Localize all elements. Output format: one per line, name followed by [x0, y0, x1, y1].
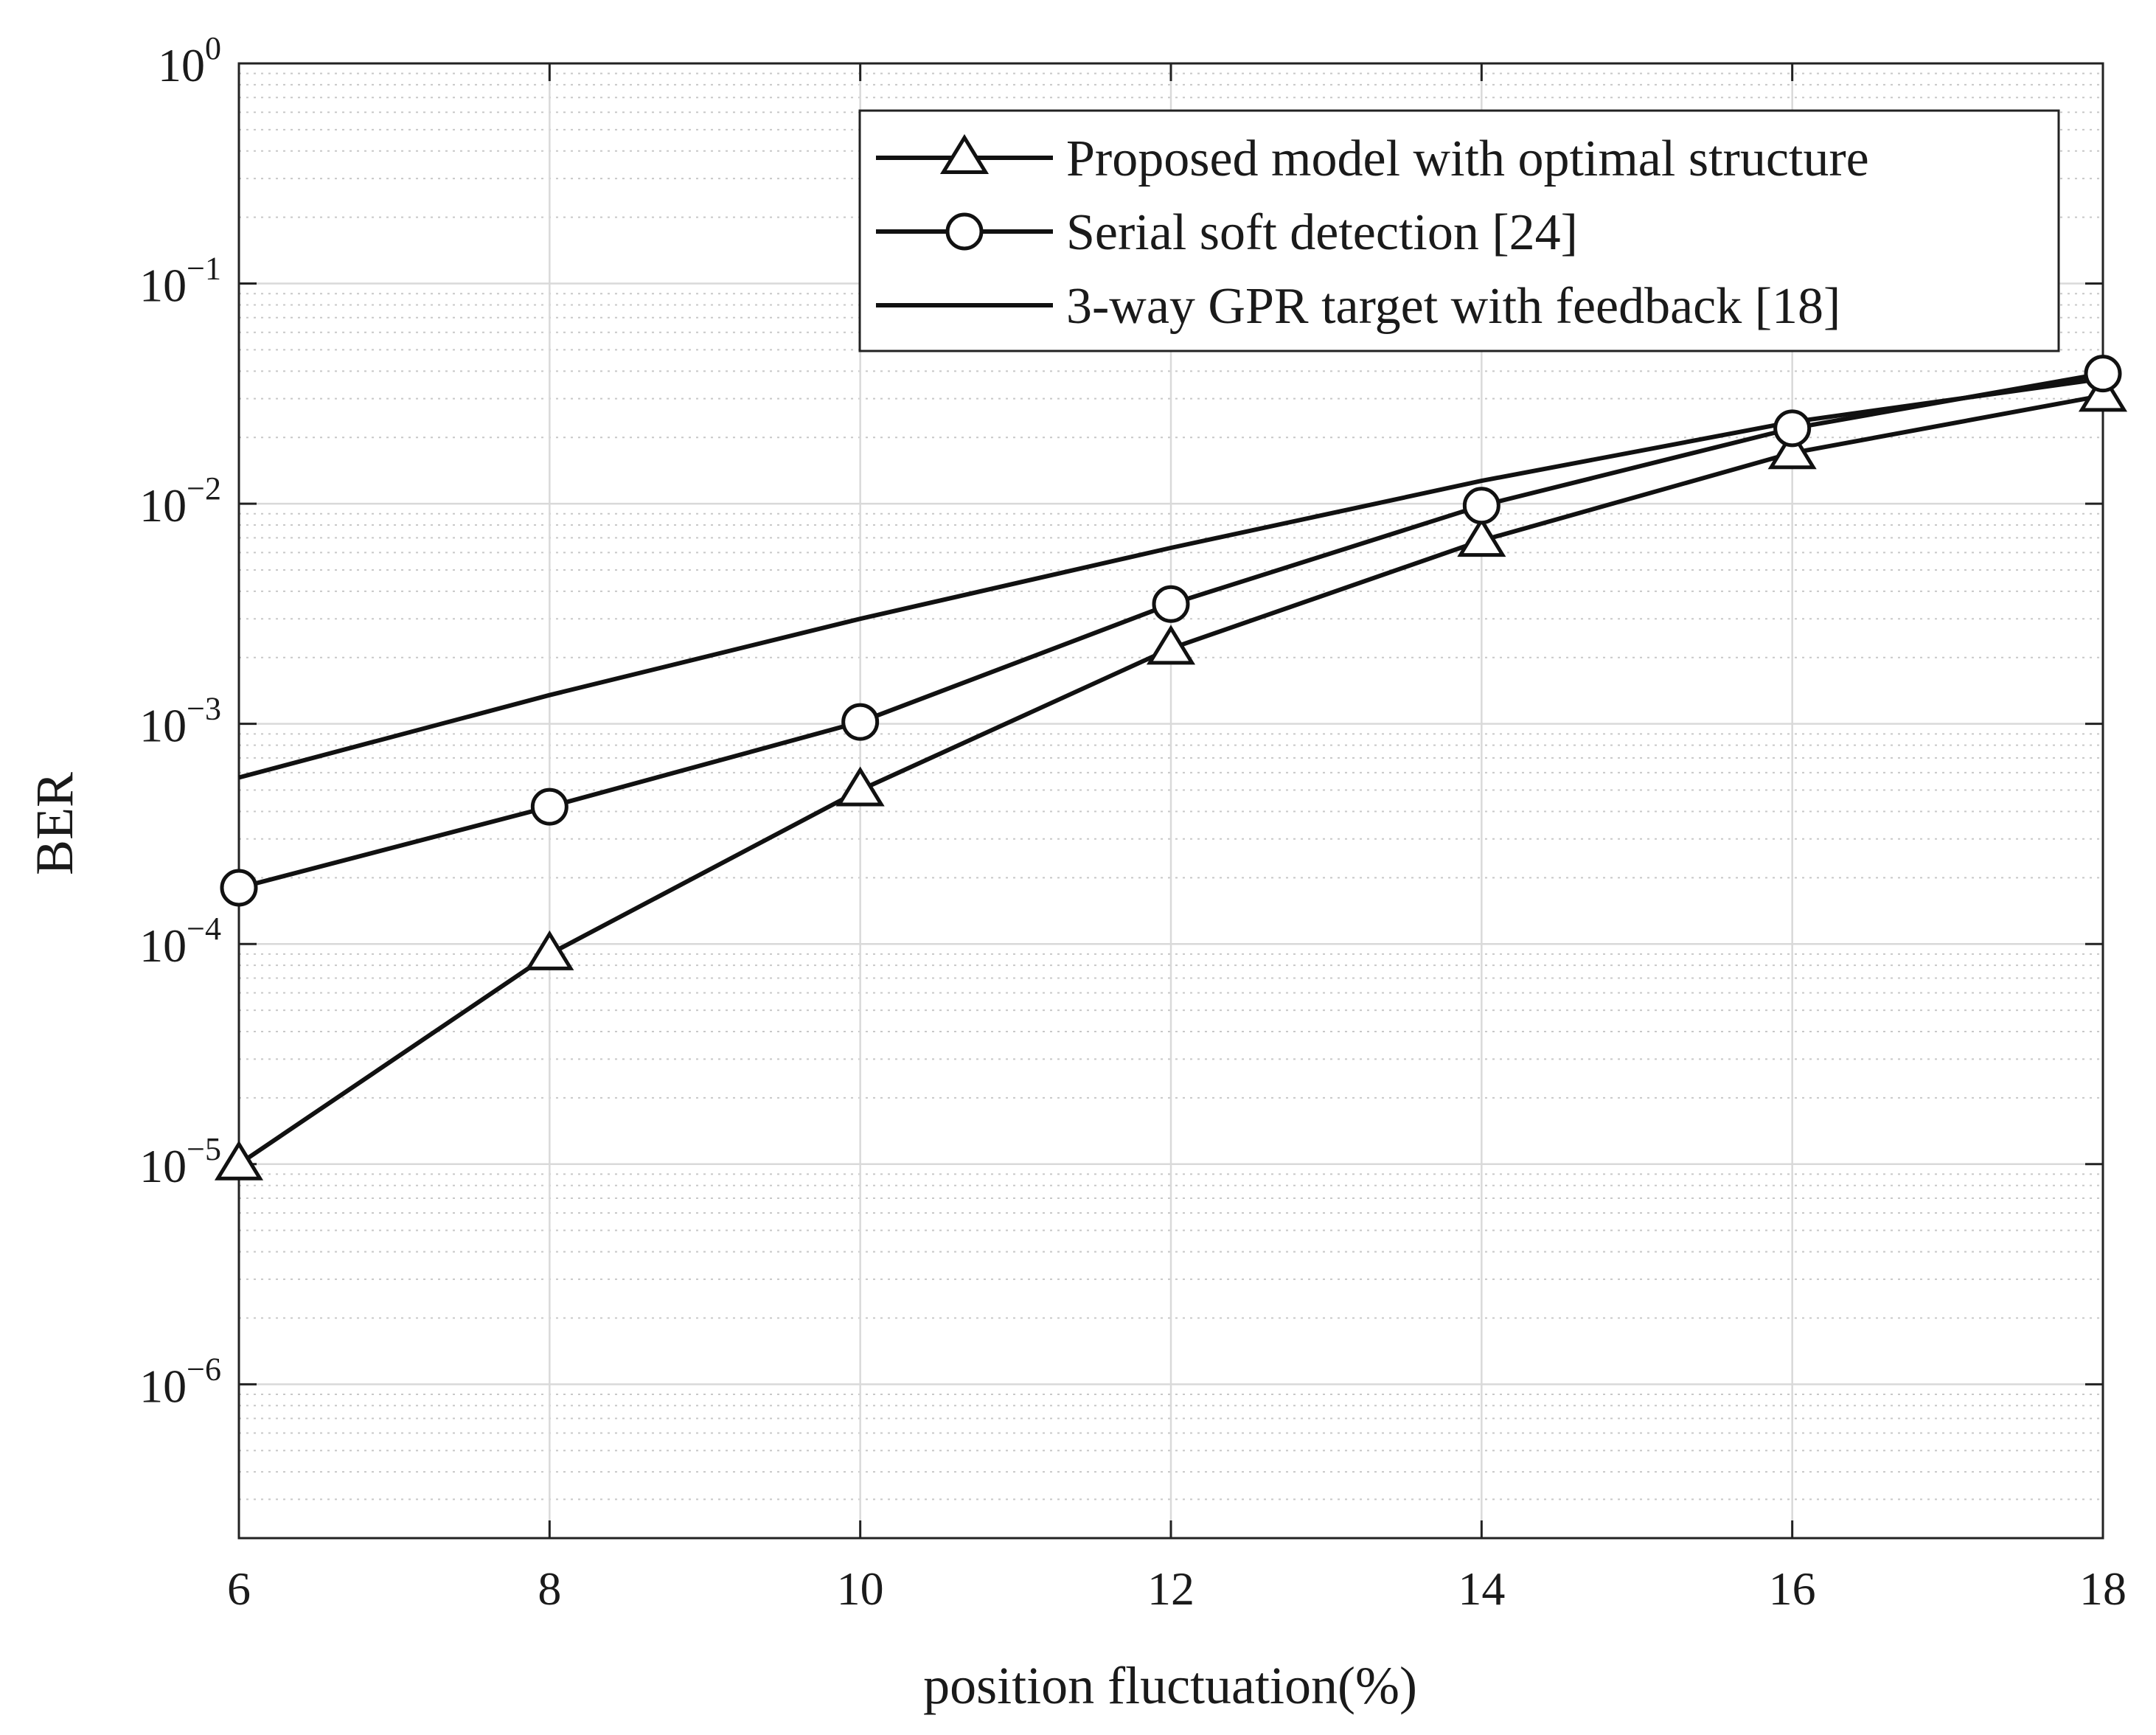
- y-tick-label: 10−3: [139, 691, 221, 752]
- y-tick-label: 10−4: [139, 911, 221, 972]
- x-tick-label: 16: [1769, 1562, 1816, 1615]
- legend-box: [858, 109, 2060, 352]
- circle-marker: [2084, 355, 2122, 393]
- triangle-marker: [1767, 429, 1817, 470]
- axes-layer: 6 8 10 12 14 16 18 100 10−1 10−2 10−3 10−4 10−5 10−6: [139, 30, 2127, 1615]
- y-tick-label: 10−2: [139, 470, 221, 532]
- circle-marker: [945, 212, 984, 251]
- circle-marker: [1152, 585, 1190, 623]
- triangle-marker: [2078, 372, 2128, 412]
- legend-entry-label: Serial soft detection [24]: [1066, 204, 1578, 261]
- grid-layer: [237, 62, 2104, 1539]
- triangle-marker: [525, 930, 574, 970]
- triangle-marker: [835, 766, 885, 807]
- y-tick-label: 10−6: [139, 1351, 221, 1412]
- legend-entry-label: Proposed model with optimal structure: [1066, 131, 1869, 187]
- y-tick-label: 10−1: [139, 251, 221, 312]
- x-tick-label: 10: [837, 1562, 884, 1615]
- legend-entry-label: 3-way GPR target with feedback [18]: [1066, 278, 1840, 335]
- triangle-marker: [1146, 625, 1196, 665]
- legend: Proposed model with optimal structure Ser…: [858, 109, 2060, 352]
- circle-marker: [1773, 409, 1812, 448]
- x-tick-label: 8: [538, 1562, 561, 1615]
- y-tick-label: 10−5: [139, 1131, 221, 1192]
- triangle-marker: [939, 133, 990, 174]
- y-axis-label: BER: [25, 772, 84, 875]
- triangle-marker: [1457, 517, 1506, 557]
- circle-marker: [220, 869, 258, 907]
- x-tick-label: 14: [1458, 1562, 1505, 1615]
- x-tick-label: 12: [1147, 1562, 1195, 1615]
- triangle-marker: [214, 1140, 264, 1181]
- y-tick-label: 100: [158, 30, 221, 91]
- x-tick-label: 6: [227, 1562, 251, 1615]
- circle-marker: [841, 703, 880, 741]
- circle-marker: [530, 787, 568, 826]
- x-axis-label: position fluctuation(%): [923, 1656, 1417, 1715]
- circle-marker: [1462, 487, 1500, 525]
- series-layer: [214, 355, 2128, 1181]
- x-tick-label: 18: [2079, 1562, 2127, 1615]
